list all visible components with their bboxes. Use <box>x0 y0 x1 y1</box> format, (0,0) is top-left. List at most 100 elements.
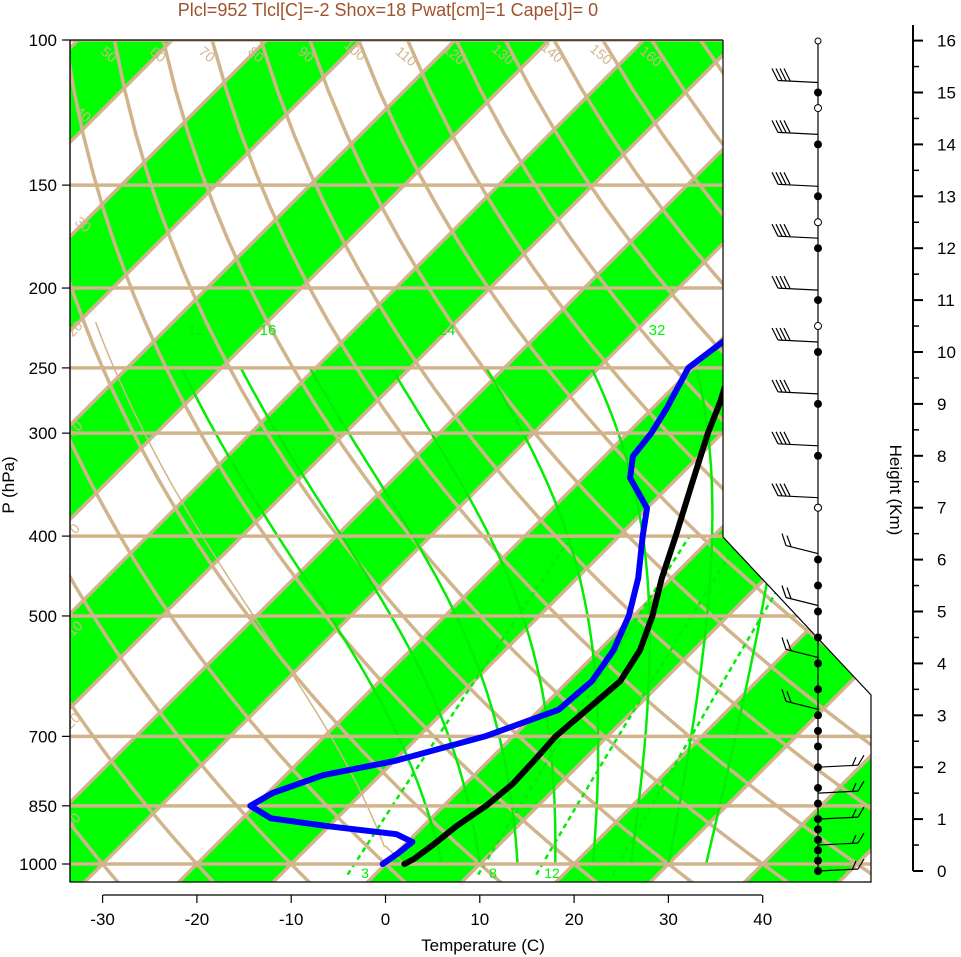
height-dot <box>814 88 822 97</box>
height-dot <box>814 856 822 865</box>
x-tick-label: -10 <box>279 910 304 929</box>
mixing-ratio-line <box>535 535 743 876</box>
green-band <box>930 0 961 885</box>
isotherm-label: 20 <box>789 589 811 611</box>
isotherm-line <box>70 40 232 882</box>
parcel-line <box>94 321 405 865</box>
moist-adiabat-line <box>390 367 557 865</box>
height-dot <box>814 799 822 808</box>
height-tick-label: 3 <box>937 706 946 725</box>
height-dot <box>814 685 822 694</box>
wind-barb <box>771 172 819 187</box>
height-tick-label: 8 <box>937 447 946 466</box>
moist-adiabat-line <box>485 367 600 865</box>
dry-adiabat-line <box>383 40 871 882</box>
y-tick-label: 300 <box>29 424 57 443</box>
height-tick-label: 0 <box>937 862 946 881</box>
height-dot <box>814 581 822 590</box>
wind-barb <box>771 431 819 447</box>
dry-adiabat-line <box>103 40 697 882</box>
wind-barb <box>817 780 865 794</box>
height-tick-label: 12 <box>937 239 956 258</box>
height-dot <box>814 192 822 201</box>
dry-adiabat-line <box>70 40 601 882</box>
x-axis: -30 -20 -10 0 10 20 30 40 <box>90 894 772 929</box>
height-tick-label: 2 <box>937 758 946 777</box>
isotherm-line <box>552 40 871 882</box>
moist-adiabat-line <box>590 367 651 865</box>
wind-barb <box>817 832 865 846</box>
moist-adiabat-label: 12 <box>188 322 205 339</box>
height-dot <box>814 296 822 305</box>
wind-barb <box>771 275 819 291</box>
height-dot <box>814 825 822 834</box>
isotherm-label: 10 <box>721 342 743 364</box>
isotherm-label: 30 <box>843 645 865 667</box>
x-tick-label: 10 <box>470 910 489 929</box>
isotherm-line <box>70 40 421 882</box>
wind-barb-column <box>771 37 865 875</box>
y-tick-label: 1000 <box>19 855 57 874</box>
height-dot <box>814 140 822 149</box>
isotherm-label: 30 <box>721 123 743 145</box>
height-open-dot <box>814 104 822 113</box>
x-tick-label: -30 <box>90 910 115 929</box>
green-band <box>70 40 419 882</box>
height-dot <box>814 348 822 356</box>
wind-barb <box>817 754 865 768</box>
pressure-axis: 100 150 200 250 300 400 500 700 850 1000 <box>19 31 71 882</box>
dry-adiabat-line <box>150 40 793 882</box>
x-tick-label: -20 <box>185 910 210 929</box>
chart-title: Plcl=952 Tlcl[C]=-2 Shox=18 Pwat[cm]=1 C… <box>178 0 598 20</box>
height-tick-label: 14 <box>937 135 956 154</box>
height-open-dot <box>814 37 822 45</box>
moist-adiabats <box>180 367 791 865</box>
wind-barb <box>771 327 819 343</box>
wind-barb <box>771 483 819 499</box>
height-dot <box>814 742 822 751</box>
wind-barb <box>817 806 865 820</box>
height-dot <box>814 726 822 735</box>
isotherm-label: 20 <box>721 233 743 255</box>
dry-adiabat-line <box>430 40 871 882</box>
height-dot <box>814 555 822 564</box>
wind-barb <box>781 533 819 555</box>
y-tick-label: 250 <box>29 359 57 378</box>
y-tick-label: 850 <box>29 797 57 816</box>
isotherm-line <box>646 40 871 882</box>
wind-barb <box>781 585 819 607</box>
moist-adiabat-line <box>180 367 444 865</box>
dry-adiabat-line <box>290 40 871 882</box>
parcel-path <box>94 321 405 865</box>
isotherm-line <box>70 40 326 882</box>
dry-adiabat-line <box>70 40 122 882</box>
height-dot <box>814 607 822 616</box>
mixing-ratio-line <box>477 535 691 876</box>
height-tick-label: 4 <box>937 654 946 673</box>
moist-adiabat-line <box>308 367 519 865</box>
height-dot <box>814 451 822 460</box>
height-dot <box>814 659 822 668</box>
dry-adiabat-line <box>945 0 961 885</box>
y-tick-label: 700 <box>29 727 57 746</box>
y-tick-label: 150 <box>29 176 57 195</box>
height-dot <box>814 835 822 844</box>
wind-barb <box>771 223 819 239</box>
height-tick-label: 5 <box>937 603 946 622</box>
moist-adiabat-label: 16 <box>260 322 277 339</box>
wind-barb <box>781 689 819 710</box>
moist-adiabat-line <box>667 367 714 865</box>
dry-adiabat-line <box>898 0 961 885</box>
wind-barb <box>781 637 819 658</box>
height-dot <box>814 244 822 253</box>
height-tick-label: 16 <box>937 32 956 51</box>
x-tick-label: 0 <box>381 910 390 929</box>
isotherm-line <box>930 0 961 885</box>
y-tick-label: 200 <box>29 279 57 298</box>
y-axis-label: P (hPa) <box>0 456 18 513</box>
height-dot <box>814 783 822 792</box>
height-dot <box>814 711 822 720</box>
x-tick-label: 20 <box>565 910 584 929</box>
